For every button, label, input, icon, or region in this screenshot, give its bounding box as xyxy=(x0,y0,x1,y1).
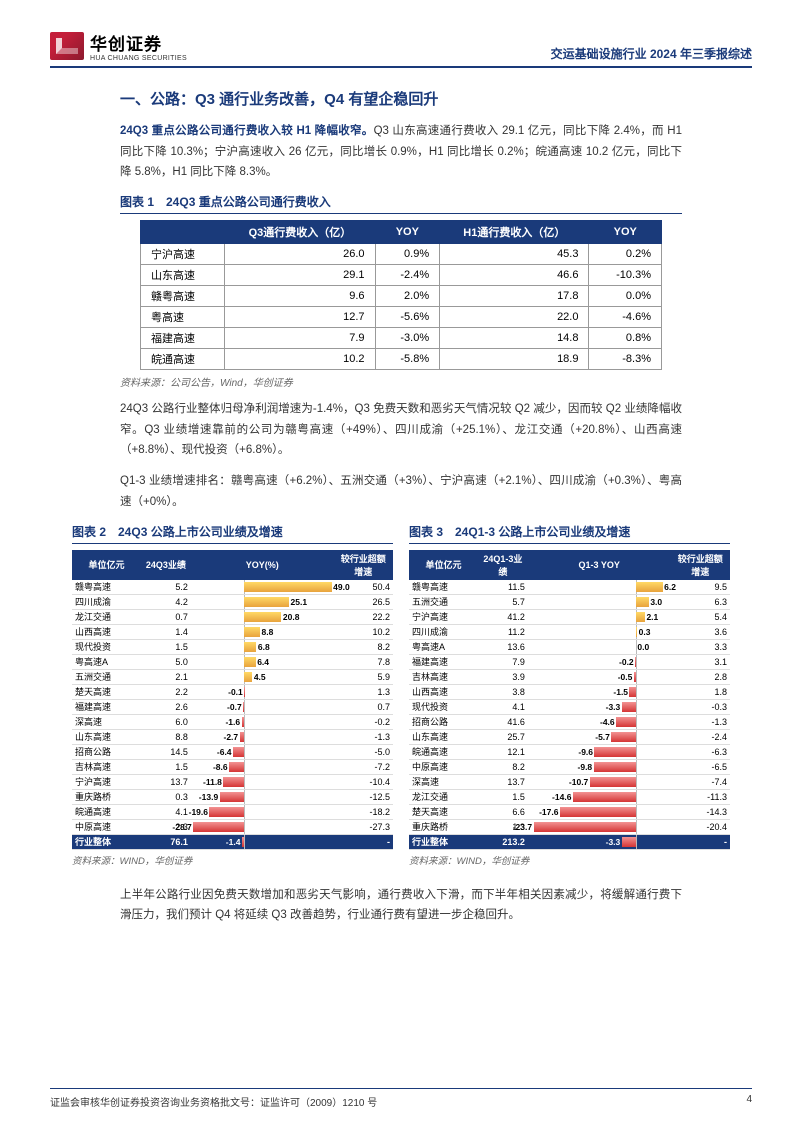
table-row: 赣粤高速9.62.0%17.80.0% xyxy=(141,286,662,307)
logo: 华创证券 HUA CHUANG SECURITIES xyxy=(50,30,187,62)
chart2-source: 资料来源：WIND，华创证券 xyxy=(72,853,393,867)
table-row: 吉林高速3.9-0.52.8 xyxy=(409,669,730,684)
table-row: 龙江交通0.720.822.2 xyxy=(72,609,393,624)
table-row: 五洲交通2.14.55.9 xyxy=(72,669,393,684)
logo-icon xyxy=(50,32,84,60)
table-row: 粤高速A5.06.47.8 xyxy=(72,654,393,669)
table-row: 赣粤高速5.249.050.4 xyxy=(72,580,393,595)
table-row: 行业整体76.1-1.4- xyxy=(72,834,393,849)
table-header: Q3通行费收入（亿） xyxy=(225,221,375,244)
table-row: 四川成渝4.225.126.5 xyxy=(72,594,393,609)
table-row: 山东高速8.8-2.7-1.3 xyxy=(72,729,393,744)
page-header: 华创证券 HUA CHUANG SECURITIES 交运基础设施行业 2024… xyxy=(50,30,752,68)
table-row: 中原高速8.2-9.8-6.5 xyxy=(409,759,730,774)
table-header: YOY xyxy=(589,221,662,244)
table-row: 山东高速25.7-5.7-2.4 xyxy=(409,729,730,744)
table-row: 山西高速3.8-1.51.8 xyxy=(409,684,730,699)
footer-page: 4 xyxy=(746,1094,752,1109)
table-row: 行业整体213.2-3.3- xyxy=(409,834,730,849)
table-row: 宁沪高速26.00.9%45.30.2% xyxy=(141,244,662,265)
section-title: 一、公路：Q3 通行业务改善，Q4 有望企稳回升 xyxy=(120,88,682,109)
table-row: 吉林高速1.5-8.6-7.2 xyxy=(72,759,393,774)
table-header xyxy=(141,221,225,244)
footer-left: 证监会审核华创证券投资咨询业务资格批文号：证监许可（2009）1210 号 xyxy=(50,1094,377,1109)
chart3-table: 单位亿元24Q1-3业绩Q1-3 YOY较行业超额增速赣粤高速11.56.29.… xyxy=(409,550,730,850)
table-row: 现代投资4.1-3.3-0.3 xyxy=(409,699,730,714)
chart3-block: 图表 3 24Q1-3 公路上市公司业绩及增速 单位亿元24Q1-3业绩Q1-3… xyxy=(409,523,730,867)
table-row: 四川成渝11.20.33.6 xyxy=(409,624,730,639)
table-row: 五洲交通5.73.06.3 xyxy=(409,594,730,609)
chart3-title: 图表 3 24Q1-3 公路上市公司业绩及增速 xyxy=(409,523,730,544)
logo-text-cn: 华创证券 xyxy=(90,30,187,55)
header-title: 交运基础设施行业 2024 年三季报综述 xyxy=(551,45,752,62)
para1-lead: 24Q3 重点公路公司通行费收入较 H1 降幅收窄。 xyxy=(120,125,374,137)
chart3-source: 资料来源：WIND，华创证券 xyxy=(409,853,730,867)
table-row: 皖通高速4.1-19.6-18.2 xyxy=(72,804,393,819)
table-row: 皖通高速12.1-9.6-6.3 xyxy=(409,744,730,759)
table-row: 深高速6.0-1.6-0.2 xyxy=(72,714,393,729)
table-row: 现代投资1.56.88.2 xyxy=(72,639,393,654)
table-row: 重庆路桥1.3-23.7-20.4 xyxy=(409,819,730,834)
table-row: 招商公路14.5-6.4-5.0 xyxy=(72,744,393,759)
chart2-block: 图表 2 24Q3 公路上市公司业绩及增速 单位亿元24Q3业绩YOY(%)较行… xyxy=(72,523,393,867)
table-row: 山东高速29.1-2.4%46.6-10.3% xyxy=(141,265,662,286)
charts-row: 图表 2 24Q3 公路上市公司业绩及增速 单位亿元24Q3业绩YOY(%)较行… xyxy=(72,523,730,867)
table-row: 粤高速A13.60.03.3 xyxy=(409,639,730,654)
table-header: H1通行费收入（亿） xyxy=(440,221,589,244)
chart1-table: Q3通行费收入（亿）YOYH1通行费收入（亿）YOY 宁沪高速26.00.9%4… xyxy=(140,220,662,370)
table-row: 福建高速7.9-3.0%14.80.8% xyxy=(141,328,662,349)
paragraph-4: 上半年公路行业因免费天数增加和恶劣天气影响，通行费收入下滑，而下半年相关因素减少… xyxy=(120,885,682,926)
chart1-source: 资料来源：公司公告，Wind，华创证券 xyxy=(120,374,682,389)
table-row: 山西高速1.48.810.2 xyxy=(72,624,393,639)
table-row: 皖通高速10.2-5.8%18.9-8.3% xyxy=(141,349,662,370)
page-footer: 证监会审核华创证券投资咨询业务资格批文号：证监许可（2009）1210 号 4 xyxy=(50,1088,752,1109)
table-row: 宁沪高速13.7-11.8-10.4 xyxy=(72,774,393,789)
table-row: 中原高速2.3-28.7-27.3 xyxy=(72,819,393,834)
table-row: 福建高速2.6-0.70.7 xyxy=(72,699,393,714)
table-row: 深高速13.7-10.7-7.4 xyxy=(409,774,730,789)
chart2-table: 单位亿元24Q3业绩YOY(%)较行业超额增速赣粤高速5.249.050.4四川… xyxy=(72,550,393,850)
table-row: 宁沪高速41.22.15.4 xyxy=(409,609,730,624)
paragraph-3: Q1-3 业绩增速排名：赣粤高速（+6.2%）、五洲交通（+3%）、宁沪高速（+… xyxy=(120,471,682,512)
table-row: 楚天高速6.6-17.6-14.3 xyxy=(409,804,730,819)
table-row: 重庆路桥0.3-13.9-12.5 xyxy=(72,789,393,804)
table-row: 龙江交通1.5-14.6-11.3 xyxy=(409,789,730,804)
table-row: 粤高速12.7-5.6%22.0-4.6% xyxy=(141,307,662,328)
paragraph-1: 24Q3 重点公路公司通行费收入较 H1 降幅收窄。Q3 山东高速通行费收入 2… xyxy=(120,121,682,183)
table-row: 楚天高速2.2-0.11.3 xyxy=(72,684,393,699)
logo-text-en: HUA CHUANG SECURITIES xyxy=(90,55,187,62)
table-header: YOY xyxy=(375,221,440,244)
chart1-title: 图表 1 24Q3 重点公路公司通行费收入 xyxy=(120,193,682,214)
chart2-title: 图表 2 24Q3 公路上市公司业绩及增速 xyxy=(72,523,393,544)
table-row: 赣粤高速11.56.29.5 xyxy=(409,580,730,595)
table-row: 福建高速7.9-0.23.1 xyxy=(409,654,730,669)
paragraph-2: 24Q3 公路行业整体归母净利润增速为-1.4%，Q3 免费天数和恶劣天气情况较… xyxy=(120,399,682,461)
table-row: 招商公路41.6-4.6-1.3 xyxy=(409,714,730,729)
